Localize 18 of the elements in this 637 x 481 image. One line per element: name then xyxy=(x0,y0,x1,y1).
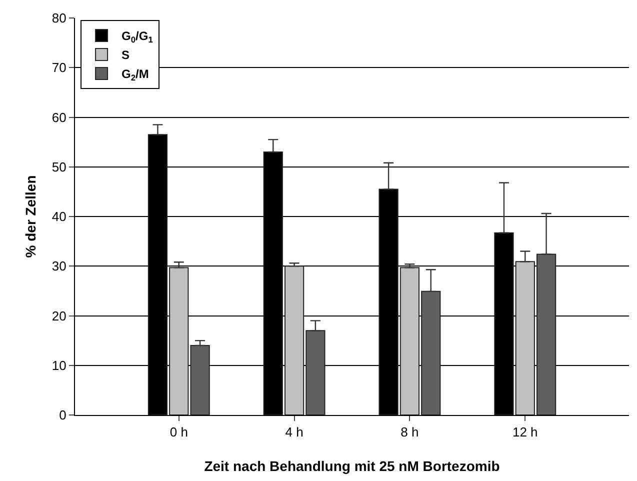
y-tick-label: 60 xyxy=(52,110,66,125)
y-tick-label: 40 xyxy=(52,209,66,224)
legend-label: S xyxy=(122,48,130,62)
y-tick-label: 70 xyxy=(52,60,66,76)
x-tick-label: 12 h xyxy=(512,424,538,440)
y-tick-label: 0 xyxy=(59,408,66,423)
legend-label: G$_{2}$/M xyxy=(122,67,149,83)
y-tick-label: 30 xyxy=(52,258,66,274)
x-tick-label: 0 h xyxy=(170,424,188,440)
x-tick-label: 4 h xyxy=(285,424,304,440)
x-axis-title: Zeit nach Behandlung mit 25 nM Bortezomib xyxy=(204,458,500,474)
y-tick-label: 20 xyxy=(52,308,66,324)
y-tick-label: 80 xyxy=(52,10,66,26)
x-tick-label: 8 h xyxy=(400,424,419,440)
y-tick-label: 10 xyxy=(52,358,66,373)
y-tick-label: 50 xyxy=(52,159,66,174)
y-axis-title: % der Zellen xyxy=(22,175,39,258)
legend-label: G$_{0}$/G$_{1}$ xyxy=(122,29,154,45)
